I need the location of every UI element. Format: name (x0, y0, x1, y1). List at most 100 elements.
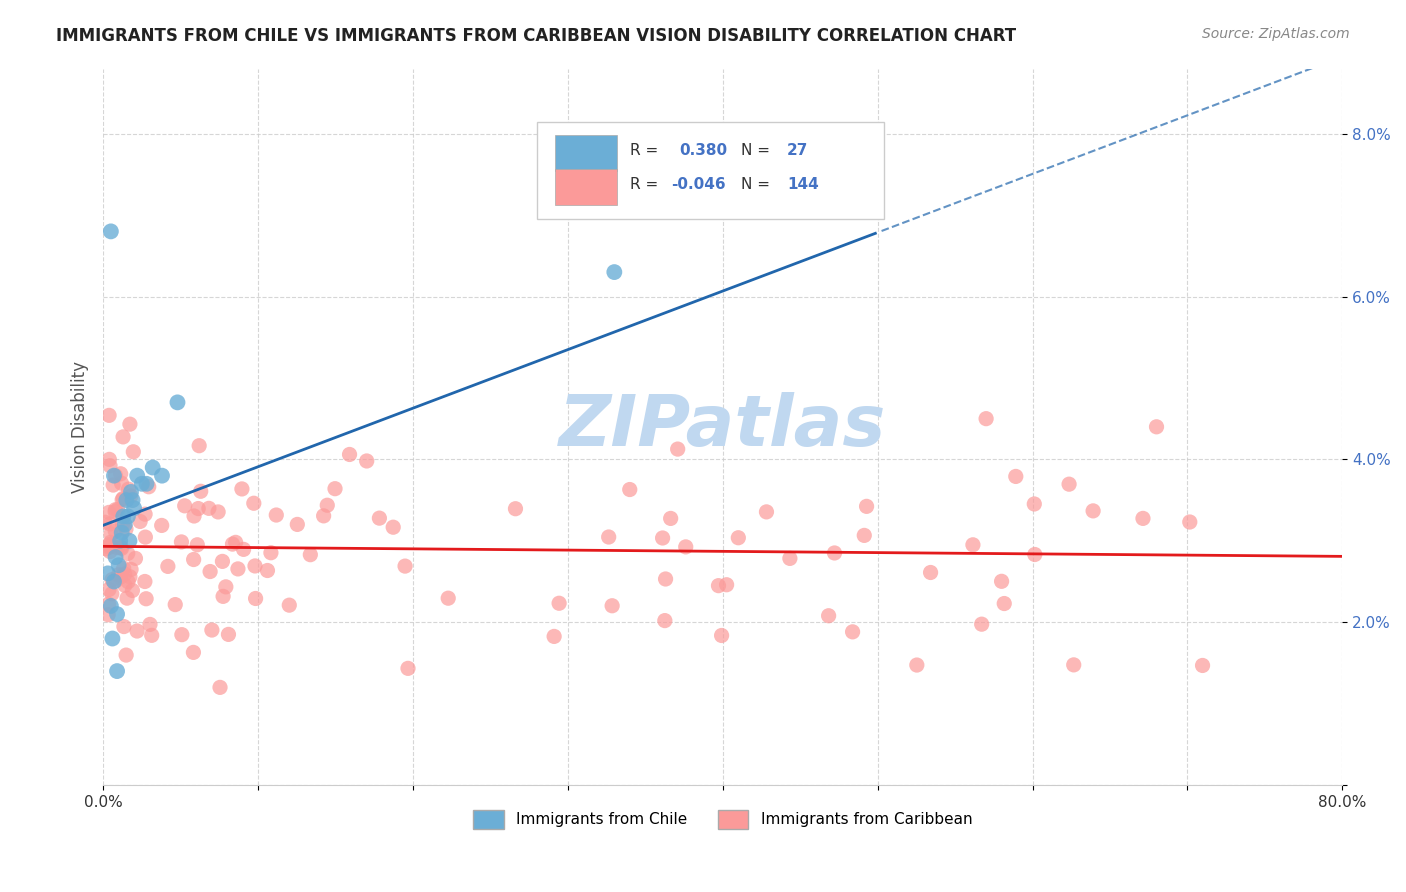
Immigrants from Caribbean (112, 619, 135, 633)
Immigrants from Caribbean (312, 508, 335, 523)
Immigrants from Chile (121, 493, 143, 508)
Immigrants from Caribbean (225, 535, 247, 549)
Immigrants from Caribbean (841, 624, 863, 639)
Immigrants from Caribbean (226, 562, 249, 576)
Immigrants from Chile (115, 493, 138, 508)
Immigrants from Caribbean (394, 559, 416, 574)
Immigrants from Caribbean (299, 548, 322, 562)
Immigrants from Caribbean (727, 531, 749, 545)
Immigrants from Caribbean (134, 507, 156, 521)
Immigrants from Caribbean (173, 499, 195, 513)
Immigrants from Chile (103, 468, 125, 483)
Immigrants from Caribbean (118, 417, 141, 432)
Immigrants from Caribbean (98, 516, 121, 531)
Immigrants from Caribbean (129, 515, 152, 529)
Immigrants from Caribbean (221, 537, 243, 551)
Immigrants from Caribbean (905, 658, 928, 673)
Immigrants from Caribbean (974, 411, 997, 425)
Immigrants from Chile (127, 468, 149, 483)
Immigrants from Caribbean (993, 597, 1015, 611)
Immigrants from Caribbean (188, 439, 211, 453)
Immigrants from Caribbean (117, 546, 139, 560)
Text: ZIPatlas: ZIPatlas (560, 392, 886, 461)
Immigrants from Caribbean (156, 559, 179, 574)
Immigrants from Caribbean (100, 535, 122, 549)
Legend: Immigrants from Chile, Immigrants from Caribbean: Immigrants from Chile, Immigrants from C… (467, 804, 979, 835)
Immigrants from Caribbean (619, 483, 641, 497)
Immigrants from Chile (112, 509, 135, 524)
Immigrants from Chile (100, 599, 122, 613)
Immigrants from Caribbean (1178, 515, 1201, 529)
Immigrants from Chile (122, 501, 145, 516)
Immigrants from Caribbean (543, 629, 565, 643)
Immigrants from Caribbean (94, 515, 117, 529)
Immigrants from Caribbean (98, 505, 121, 519)
Immigrants from Chile (135, 476, 157, 491)
Immigrants from Caribbean (104, 502, 127, 516)
Immigrants from Caribbean (962, 538, 984, 552)
Immigrants from Caribbean (755, 505, 778, 519)
Immigrants from Caribbean (201, 623, 224, 637)
Immigrants from Caribbean (654, 614, 676, 628)
Immigrants from Caribbean (120, 562, 142, 576)
Immigrants from Caribbean (198, 565, 221, 579)
Text: 27: 27 (787, 143, 808, 158)
Immigrants from Caribbean (110, 570, 132, 584)
Immigrants from Caribbean (115, 591, 138, 606)
Immigrants from Chile (101, 632, 124, 646)
Immigrants from Caribbean (112, 561, 135, 575)
FancyBboxPatch shape (555, 136, 617, 171)
Immigrants from Caribbean (356, 454, 378, 468)
Immigrants from Caribbean (382, 520, 405, 534)
Immigrants from Chile (105, 664, 128, 678)
Immigrants from Caribbean (779, 551, 801, 566)
Immigrants from Caribbean (98, 582, 121, 597)
Immigrants from Caribbean (285, 517, 308, 532)
Immigrants from Caribbean (824, 546, 846, 560)
Immigrants from Caribbean (134, 574, 156, 589)
Immigrants from Chile (100, 224, 122, 238)
Immigrants from Chile (120, 485, 142, 500)
Immigrants from Caribbean (215, 580, 238, 594)
Immigrants from Caribbean (115, 522, 138, 536)
Immigrants from Caribbean (107, 567, 129, 582)
Immigrants from Caribbean (659, 511, 682, 525)
Immigrants from Caribbean (598, 530, 620, 544)
Immigrants from Caribbean (111, 492, 134, 507)
Immigrants from Caribbean (437, 591, 460, 606)
Immigrants from Caribbean (101, 478, 124, 492)
Immigrants from Caribbean (920, 566, 942, 580)
Immigrants from Caribbean (1191, 658, 1213, 673)
Immigrants from Caribbean (112, 430, 135, 444)
FancyBboxPatch shape (555, 169, 617, 204)
Immigrants from Caribbean (117, 482, 139, 496)
Text: -0.046: -0.046 (671, 178, 725, 192)
Immigrants from Chile (114, 517, 136, 532)
Immigrants from Caribbean (505, 501, 527, 516)
Immigrants from Caribbean (207, 505, 229, 519)
Immigrants from Caribbean (101, 573, 124, 587)
Immigrants from Caribbean (110, 467, 132, 481)
Immigrants from Chile (97, 566, 120, 581)
Immigrants from Chile (118, 533, 141, 548)
Immigrants from Caribbean (323, 482, 346, 496)
Immigrants from Caribbean (710, 628, 733, 642)
Immigrants from Caribbean (115, 648, 138, 662)
Immigrants from Caribbean (98, 539, 121, 553)
Immigrants from Caribbean (600, 599, 623, 613)
Immigrants from Caribbean (100, 527, 122, 541)
Immigrants from Caribbean (243, 558, 266, 573)
Text: R =: R = (630, 143, 658, 158)
FancyBboxPatch shape (537, 122, 884, 219)
Immigrants from Caribbean (212, 590, 235, 604)
Immigrants from Caribbean (266, 508, 288, 522)
Immigrants from Caribbean (548, 596, 571, 610)
Immigrants from Caribbean (121, 583, 143, 598)
Immigrants from Chile (111, 525, 134, 540)
Immigrants from Caribbean (120, 489, 142, 503)
Immigrants from Caribbean (98, 409, 121, 423)
Immigrants from Caribbean (141, 628, 163, 642)
Immigrants from Caribbean (990, 574, 1012, 589)
Immigrants from Caribbean (183, 645, 205, 659)
Immigrants from Chile (103, 574, 125, 589)
